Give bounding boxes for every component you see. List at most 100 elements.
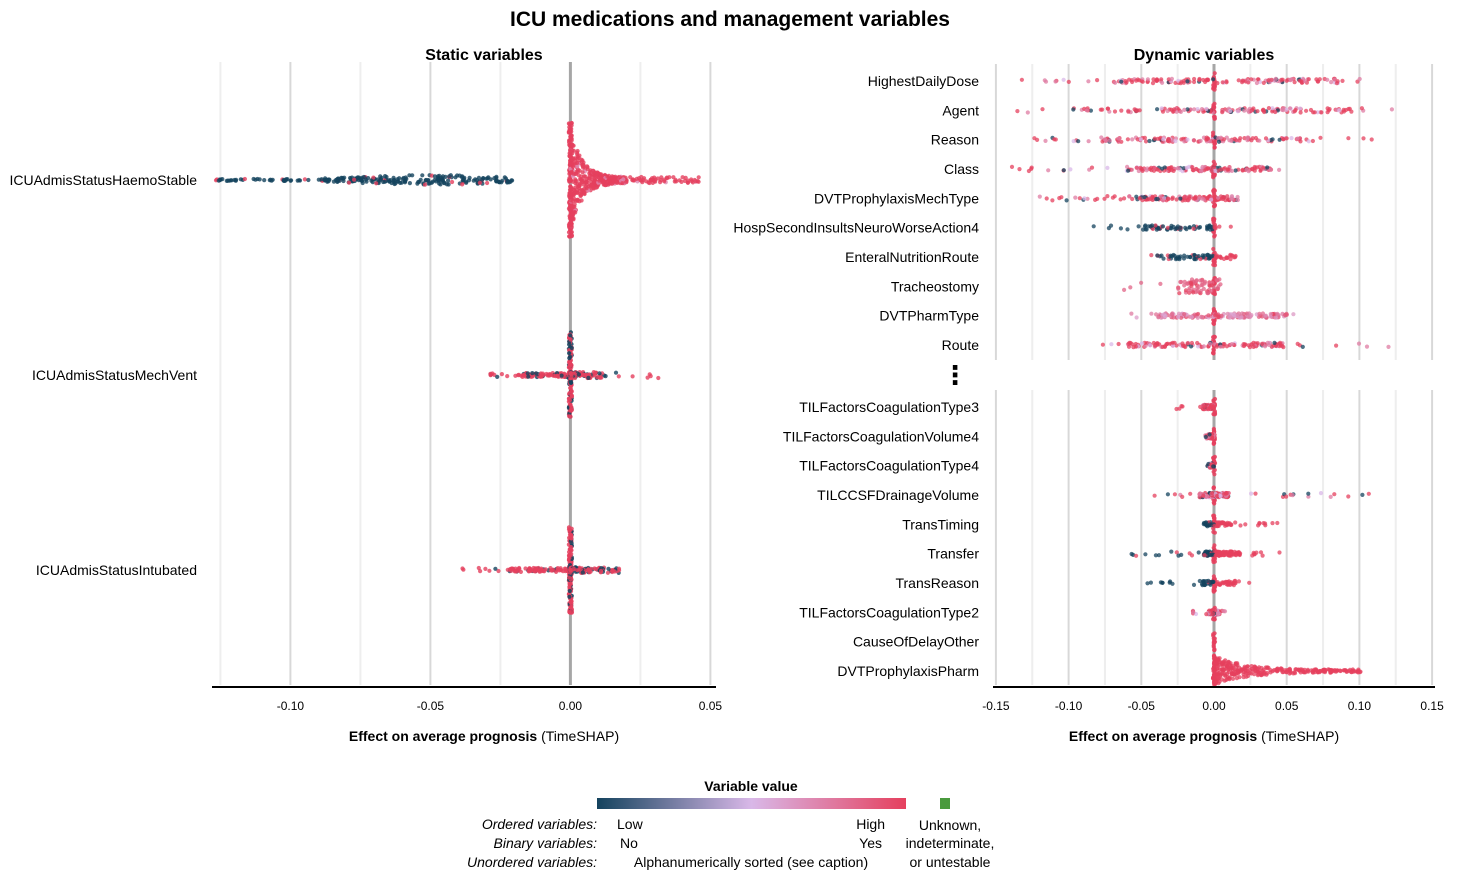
data-point xyxy=(1289,136,1294,141)
data-point xyxy=(1229,665,1234,670)
data-point xyxy=(1172,107,1177,112)
data-point xyxy=(1103,138,1108,143)
data-point xyxy=(1233,520,1238,525)
data-point xyxy=(430,179,435,184)
data-point xyxy=(1306,491,1311,496)
data-point xyxy=(1082,196,1087,201)
data-point xyxy=(1099,135,1104,140)
data-point xyxy=(1211,306,1216,312)
data-point xyxy=(262,178,267,183)
data-point xyxy=(1195,107,1200,112)
data-point xyxy=(1211,246,1216,252)
data-point xyxy=(1191,610,1196,615)
data-point xyxy=(1242,342,1247,347)
variable-label: Class xyxy=(944,161,979,177)
data-point xyxy=(1192,252,1197,258)
data-point xyxy=(1181,80,1186,85)
data-point xyxy=(1211,85,1216,90)
data-point xyxy=(1333,669,1339,674)
legend-row-label: Binary variables: xyxy=(494,835,598,851)
data-point xyxy=(1261,165,1266,170)
data-point xyxy=(559,373,564,378)
data-point xyxy=(1281,345,1286,350)
data-point xyxy=(1145,197,1150,202)
data-point xyxy=(1332,492,1337,497)
data-point xyxy=(534,371,539,376)
data-point xyxy=(1145,581,1150,586)
data-point xyxy=(1225,167,1230,172)
data-point xyxy=(1218,672,1224,677)
data-point xyxy=(1197,77,1202,82)
data-point xyxy=(1211,159,1216,164)
data-point xyxy=(509,566,514,571)
data-point xyxy=(487,568,492,573)
data-point xyxy=(1334,343,1339,348)
data-point xyxy=(1228,108,1233,114)
data-point xyxy=(1252,552,1257,557)
data-point xyxy=(1209,491,1215,496)
data-point xyxy=(1176,286,1181,291)
data-point xyxy=(1017,167,1022,172)
data-point xyxy=(1312,110,1317,115)
data-point xyxy=(1255,109,1260,114)
data-point xyxy=(1142,195,1147,200)
data-point xyxy=(1235,109,1240,114)
data-point xyxy=(466,178,472,183)
dynamic-variable-labels: HighestDailyDose Agent Reason Class DVTProph… xyxy=(733,73,979,679)
data-point xyxy=(1143,552,1148,557)
data-point xyxy=(437,181,442,186)
data-point xyxy=(1270,521,1275,526)
data-point xyxy=(1211,529,1216,535)
data-point xyxy=(581,163,586,168)
data-point xyxy=(580,170,585,175)
data-point xyxy=(1162,344,1167,349)
variable-label: TransTiming xyxy=(902,516,979,532)
data-point xyxy=(1086,139,1091,144)
data-point xyxy=(568,214,573,219)
data-point xyxy=(1192,79,1197,85)
figure-title: ICU medications and management variables xyxy=(510,8,950,31)
data-point xyxy=(1213,680,1218,685)
data-point xyxy=(1156,553,1162,558)
data-point xyxy=(603,374,608,379)
static-x-axis: -0.10 -0.05 0.00 0.05 xyxy=(212,686,722,713)
data-point xyxy=(1116,136,1121,141)
data-point xyxy=(1178,109,1183,114)
data-point xyxy=(415,181,420,186)
data-point xyxy=(1181,256,1187,261)
data-point xyxy=(1155,77,1160,83)
data-point xyxy=(1142,135,1147,140)
data-point xyxy=(383,174,388,179)
data-point xyxy=(1200,164,1205,170)
data-point xyxy=(1187,288,1192,293)
data-point xyxy=(1188,491,1193,496)
data-point xyxy=(366,176,371,181)
data-point xyxy=(570,211,575,216)
data-point xyxy=(1222,678,1227,683)
data-point xyxy=(1261,671,1267,676)
data-point xyxy=(1130,342,1135,347)
data-point xyxy=(1185,341,1190,346)
data-point xyxy=(1189,283,1194,288)
data-point xyxy=(641,177,646,183)
data-point xyxy=(568,370,573,376)
data-point xyxy=(1228,253,1233,258)
data-point xyxy=(1192,107,1197,112)
data-point xyxy=(1212,217,1217,222)
data-point xyxy=(422,182,428,187)
data-point xyxy=(572,156,578,161)
data-point xyxy=(306,177,311,183)
data-point xyxy=(612,569,617,574)
data-point xyxy=(542,569,547,574)
data-point xyxy=(1182,312,1187,317)
data-point xyxy=(1143,227,1148,232)
data-point xyxy=(567,234,572,239)
data-point xyxy=(601,178,606,183)
data-point xyxy=(696,175,701,180)
data-point xyxy=(1177,291,1182,296)
dynamic-x-axis-title: Effect on average prognosis (TimeSHAP) xyxy=(1069,728,1339,744)
static-x-axis-title-bold: Effect on average prognosis xyxy=(349,728,537,744)
data-point xyxy=(1309,668,1314,673)
data-point xyxy=(1264,666,1270,671)
data-point xyxy=(567,609,572,614)
